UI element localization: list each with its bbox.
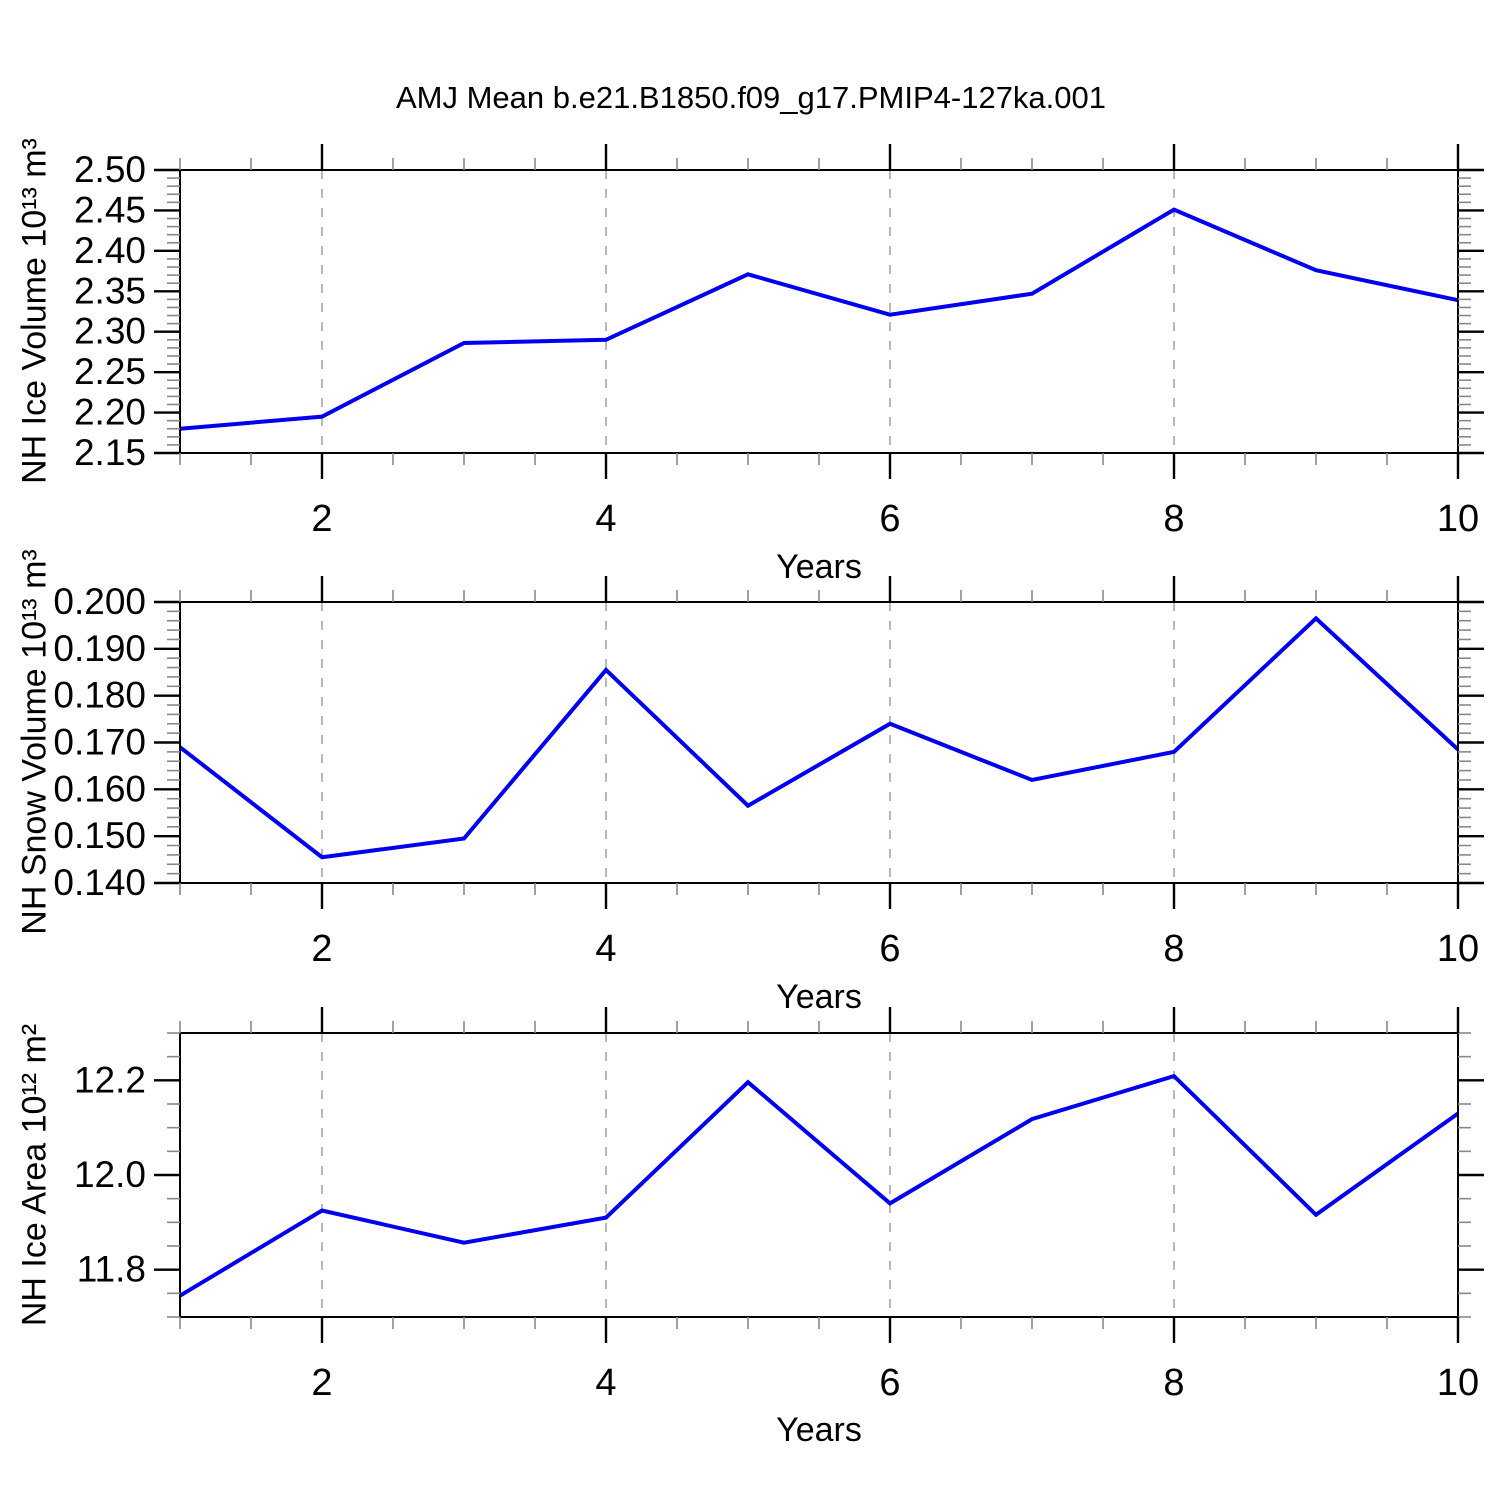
- y-tick-label: 2.15: [74, 432, 146, 473]
- y-tick-label: 0.160: [53, 768, 146, 809]
- y-tick-label: 2.45: [74, 189, 146, 230]
- x-axis-title-panel-3: Years: [776, 1411, 862, 1449]
- x-tick-label: 6: [879, 498, 900, 540]
- y-tick-label: 0.140: [53, 862, 146, 903]
- y-tick-label: 12.2: [74, 1059, 146, 1100]
- y-tick-label: 0.180: [53, 675, 146, 716]
- axis-frame: [179, 601, 1459, 884]
- series-line: [178, 1073, 1460, 1298]
- x-tick-label: 8: [1163, 498, 1184, 540]
- chart-title: AMJ Mean b.e21.B1850.f09_g17.PMIP4-127ka…: [395, 80, 1107, 115]
- x-axis-title-panel-1: Years: [776, 548, 862, 586]
- y-tick-label: 11.8: [77, 1249, 146, 1290]
- y-tick-label: 2.30: [74, 311, 146, 352]
- x-tick-label: 10: [1437, 928, 1479, 970]
- x-tick-label: 8: [1163, 928, 1184, 970]
- y-tick-label: 0.170: [53, 722, 146, 763]
- y-tick-label: 2.20: [74, 392, 146, 433]
- x-tick-label: 4: [595, 498, 616, 540]
- series-line: [179, 207, 1459, 431]
- axis-frame: [179, 1032, 1459, 1318]
- x-tick-label: 2: [311, 1362, 332, 1404]
- x-axis-title-panel-2: Years: [776, 978, 862, 1016]
- x-tick-label: 10: [1437, 498, 1479, 540]
- y-tick-label: 0.200: [53, 581, 146, 622]
- x-tick-label: 4: [595, 928, 616, 970]
- axis-frame: [179, 169, 1459, 454]
- x-tick-label: 2: [311, 498, 332, 540]
- y-tick-label: 2.25: [74, 351, 146, 392]
- y-tick-label: 2.40: [74, 230, 146, 271]
- x-tick-label: 6: [879, 928, 900, 970]
- x-tick-label: 8: [1163, 1362, 1184, 1404]
- x-tick-label: 4: [595, 1362, 616, 1404]
- series-line: [178, 615, 1460, 860]
- x-tick-label: 2: [311, 928, 332, 970]
- x-tick-label: 6: [879, 1362, 900, 1404]
- y-tick-label: 0.190: [53, 628, 146, 669]
- y-tick-label: 2.35: [74, 270, 146, 311]
- x-tick-label: 10: [1437, 1362, 1479, 1404]
- y-tick-label: 0.150: [53, 815, 146, 856]
- y-tick-label: 2.50: [74, 149, 146, 190]
- y-tick-label: 12.0: [74, 1154, 146, 1195]
